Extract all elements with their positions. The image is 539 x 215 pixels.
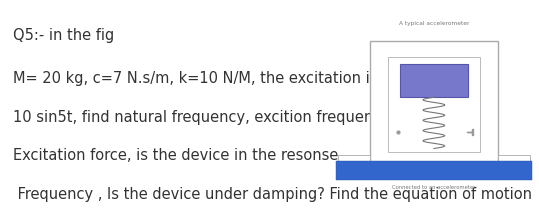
Bar (338, 155, 370, 163)
Text: M= 20 kg, c=7 N.s/m, k=10 N/M, the excitation is: M= 20 kg, c=7 N.s/m, k=10 N/M, the excit… (13, 71, 378, 86)
Text: A typical accelerometer: A typical accelerometer (399, 21, 469, 26)
Bar (497, 155, 530, 163)
Text: 10 sin5t, find natural frequency, excition frequency: 10 sin5t, find natural frequency, exciti… (13, 110, 390, 125)
Bar (336, 161, 531, 180)
Text: Frequency , Is the device under damping? Find the equation of motion: Frequency , Is the device under damping?… (13, 187, 533, 202)
Text: Excitation force, is the device in the resonse: Excitation force, is the device in the r… (13, 148, 339, 163)
Bar (400, 64, 468, 97)
Bar (370, 41, 497, 165)
Text: Q5:- in the fig: Q5:- in the fig (13, 28, 115, 43)
Text: Connected to an accelerometer: Connected to an accelerometer (392, 185, 475, 190)
Bar (388, 57, 480, 152)
